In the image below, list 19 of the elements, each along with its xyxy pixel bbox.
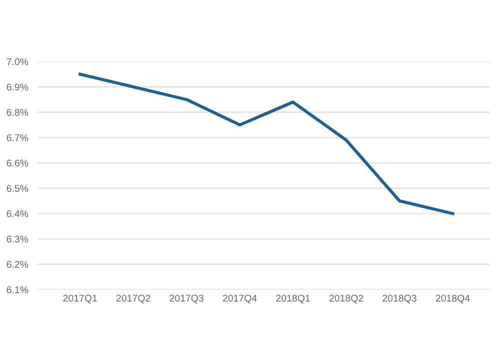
- y-tick-label: 6.4%: [6, 210, 28, 218]
- y-tick-label: 6.3%: [6, 236, 28, 243]
- y-tick-label: 6.8%: [6, 108, 28, 116]
- y-tick-label: 6.5%: [6, 184, 28, 192]
- x-tick-label: 2018Q3: [382, 294, 416, 304]
- x-tick-label: 2017Q3: [170, 294, 204, 304]
- y-tick-label: 6.2%: [6, 260, 28, 268]
- y-tick-label: 6.7%: [6, 134, 28, 142]
- x-tick-label: 2018Q2: [329, 294, 364, 304]
- x-tick-label: 2017Q1: [63, 294, 97, 304]
- x-tick-label: 2018Q4: [436, 294, 470, 304]
- y-tick-label: 6.6%: [6, 160, 28, 167]
- x-tick-label: 2017Q2: [116, 294, 150, 304]
- x-tick-label: 2018Q1: [276, 294, 310, 304]
- line-series: [78, 72, 454, 216]
- x-tick-label: 2017Q4: [222, 294, 257, 304]
- y-tick-label: 6.9%: [6, 84, 28, 90]
- y-tick-label: 6.1%: [6, 286, 28, 294]
- y-tick-label: 7.0%: [6, 58, 28, 66]
